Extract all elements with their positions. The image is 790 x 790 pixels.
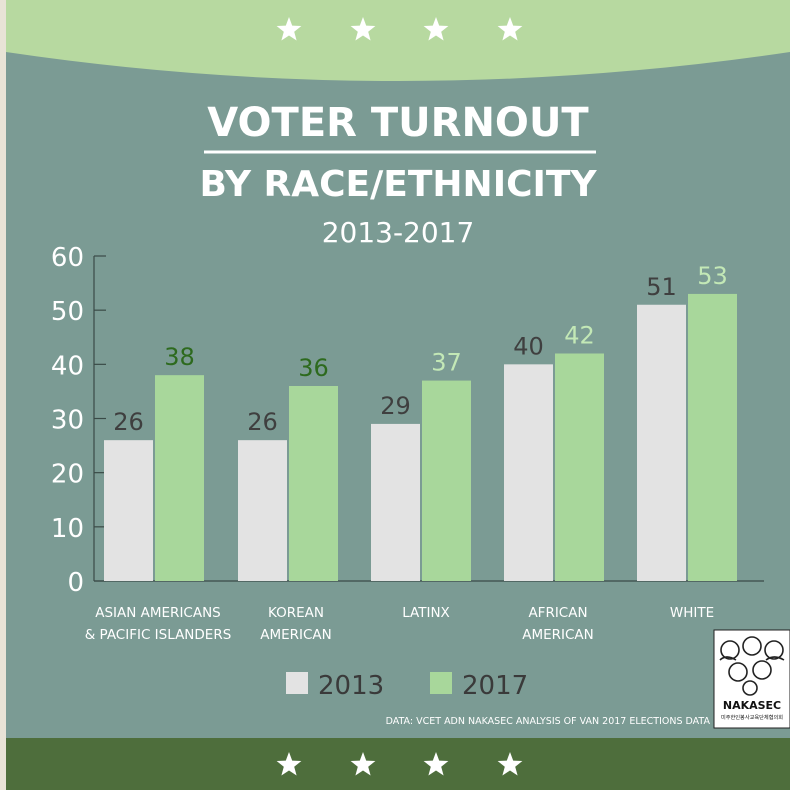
category-label: WHITE: [670, 605, 714, 621]
bar-2017: [289, 386, 338, 581]
bottom-stars: [276, 752, 523, 776]
bar-value-label-2017: 37: [431, 349, 462, 377]
legend-swatch-2017: [430, 672, 452, 694]
source-note: DATA: VCET ADN NAKASEC ANALYSIS OF VAN 2…: [386, 716, 711, 727]
y-tick-label: 60: [51, 243, 84, 273]
y-tick-label: 10: [51, 514, 84, 544]
bar-value-label-2013: 40: [513, 332, 544, 360]
chart-title-line1: VOTER TURNOUT: [207, 100, 589, 146]
star-icon: [497, 17, 523, 41]
category-label: & PACIFIC ISLANDERS: [85, 627, 232, 643]
y-tick-label: 40: [51, 351, 84, 381]
bar-value-label-2013: 26: [247, 408, 278, 436]
bar-2017: [422, 380, 471, 581]
logo-faces-icon: [719, 636, 785, 696]
star-icon: [497, 752, 523, 776]
chart-canvas: VOTER TURNOUT BY RACE/ETHNICITY 2013-201…: [6, 0, 790, 790]
star-icon: [276, 752, 302, 776]
bar-2013: [504, 364, 553, 581]
bar-value-label-2013: 26: [113, 408, 144, 436]
bars: 26 38 26 36 29 37 40 42 51 53: [104, 262, 737, 581]
bar-2013: [238, 440, 287, 581]
bar-value-label-2017: 38: [164, 343, 195, 371]
bar-value-label-2017: 53: [697, 262, 728, 290]
y-tick-label: 30: [51, 406, 84, 436]
category-label: KOREAN: [268, 605, 324, 621]
bar-2013: [104, 440, 153, 581]
bar-2017: [555, 353, 604, 581]
star-icon: [350, 752, 376, 776]
category-label: LATINX: [402, 605, 450, 621]
x-axis-labels: ASIAN AMERICANS & PACIFIC ISLANDERS KOREAN…: [85, 605, 714, 643]
category-label: AMERICAN: [522, 627, 594, 643]
infographic-panel: VOTER TURNOUT BY RACE/ETHNICITY 2013-201…: [6, 0, 790, 790]
chart-subtitle: 2013-2017: [322, 216, 475, 249]
category-label: AMERICAN: [260, 627, 332, 643]
star-icon: [276, 17, 302, 41]
bottom-band: [6, 738, 790, 790]
category-label: ASIAN AMERICANS: [95, 605, 221, 621]
bar-2017: [688, 293, 737, 581]
logo-korean: 미주한인봉사교육단체협의회: [721, 713, 783, 721]
bar-value-label-2017: 36: [298, 354, 329, 382]
nakasec-logo: NAKASEC 미주한인봉사교육단체협의회: [713, 629, 790, 729]
y-tick-label: 20: [51, 460, 84, 490]
chart-title-line2: BY RACE/ETHNICITY: [199, 164, 597, 205]
star-icon: [423, 752, 449, 776]
top-stars: [276, 17, 523, 41]
legend-label-2013: 2013: [318, 671, 384, 701]
category-label: AFRICAN: [528, 605, 587, 621]
bar-value-label-2017: 42: [564, 322, 595, 350]
y-axis: 0 10 20 30 40 50 60: [51, 243, 764, 598]
bar-value-label-2013: 29: [380, 392, 411, 420]
legend: 2013 2017: [286, 671, 528, 701]
top-band: [6, 0, 790, 81]
bar-value-label-2013: 51: [646, 273, 677, 301]
bar-2017: [155, 375, 204, 581]
y-tick-label: 50: [51, 297, 84, 327]
bar-2013: [637, 304, 686, 581]
star-icon: [350, 17, 376, 41]
legend-label-2017: 2017: [462, 671, 528, 701]
star-icon: [423, 17, 449, 41]
bar-2013: [371, 423, 420, 581]
logo-name: NAKASEC: [723, 699, 781, 712]
y-tick-label: 0: [67, 568, 84, 598]
legend-swatch-2013: [286, 672, 308, 694]
